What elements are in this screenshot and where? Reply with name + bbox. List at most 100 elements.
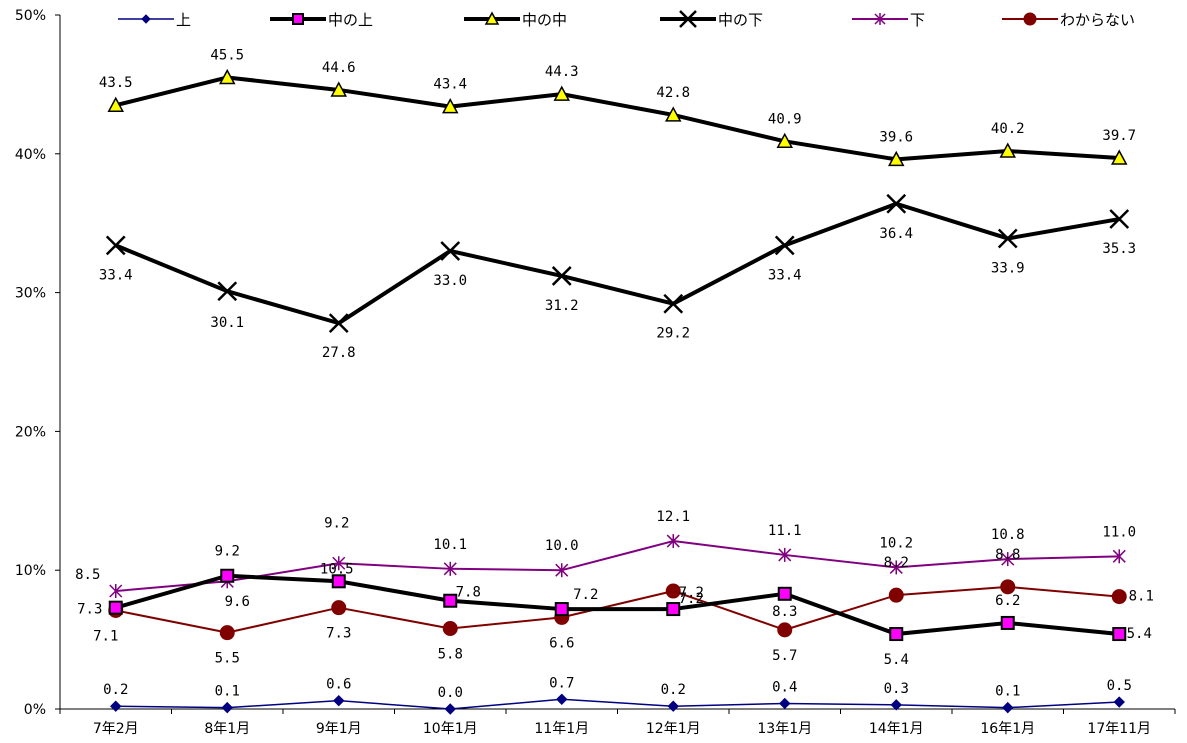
data-label: 0.7 — [549, 675, 574, 691]
marker-square — [331, 574, 346, 589]
legend-item: 中の下 — [660, 10, 763, 29]
marker-triangle — [107, 96, 125, 112]
legend-label: 上 — [176, 11, 191, 29]
marker-square — [666, 602, 681, 617]
marker-asterisk — [1112, 549, 1126, 564]
marker-square — [1112, 627, 1127, 642]
marker-asterisk — [332, 556, 346, 571]
data-label: 10.0 — [545, 538, 579, 554]
axes: 0% 10% 20% 30% 40% 50% 7年2月 8年1月 9年1月 10年1月 11年1月 1… — [15, 8, 1176, 737]
marker-circle — [777, 622, 793, 638]
data-label: 35.3 — [1102, 241, 1136, 257]
marker-asterisk — [874, 13, 886, 25]
data-label: 44.3 — [545, 64, 579, 80]
data-label: 43.5 — [99, 75, 133, 91]
marker-square — [220, 568, 235, 583]
marker-diamond — [779, 697, 791, 710]
marker-x-stroke — [997, 228, 1018, 249]
marker-circle — [1000, 579, 1016, 595]
data-label: 9.2 — [215, 543, 240, 559]
data-label: 31.2 — [545, 298, 579, 314]
data-label: 10.5 — [320, 561, 354, 577]
marker-x-stroke — [328, 313, 349, 334]
marker-x — [551, 266, 572, 286]
data-label: 10.1 — [433, 537, 467, 553]
marker-square — [777, 586, 792, 601]
marker-square — [108, 600, 123, 615]
data-label: 33.0 — [433, 273, 467, 289]
marker-asterisk — [109, 584, 123, 599]
marker-diamond — [333, 694, 345, 707]
data-label: 8.3 — [772, 604, 797, 620]
series-中の中 — [107, 68, 1128, 167]
marker-square — [554, 602, 569, 617]
data-label: 10.8 — [991, 527, 1025, 543]
marker-triangle — [776, 132, 794, 149]
series-line — [114, 201, 1120, 326]
data-label: 40.2 — [991, 121, 1025, 137]
marker-triangle — [330, 81, 348, 97]
series-layer — [105, 68, 1130, 715]
series-中の下 — [105, 193, 1130, 334]
marker-circle — [219, 625, 235, 641]
marker-x-stroke — [663, 293, 684, 314]
data-label: 5.4 — [884, 652, 909, 668]
legend-label: わからない — [1060, 11, 1135, 29]
marker-x — [886, 193, 907, 214]
y-tick-label: 40% — [15, 147, 46, 163]
data-label: 7.2 — [573, 587, 598, 603]
legend-item: わからない — [1002, 11, 1135, 29]
data-label: 8.5 — [75, 567, 100, 583]
y-tick-label: 20% — [15, 424, 46, 440]
marker-x-stroke — [440, 241, 461, 261]
series-line — [115, 540, 1120, 593]
data-label: 30.1 — [210, 315, 244, 331]
marker-x — [774, 235, 795, 256]
data-label: 0.0 — [438, 685, 463, 701]
data-label: 9.2 — [324, 515, 349, 531]
data-label: 0.1 — [995, 684, 1020, 700]
marker-x-stroke — [105, 235, 126, 256]
data-label: 33.4 — [768, 267, 802, 283]
data-label: 8.8 — [995, 547, 1020, 563]
data-label: 39.7 — [1102, 128, 1136, 144]
data-label: 29.2 — [656, 326, 690, 342]
series-中の上 — [108, 568, 1127, 642]
x-tick-label: 14年1月 — [869, 721, 924, 737]
marker-diamond — [141, 14, 151, 24]
data-label: 43.4 — [433, 77, 467, 93]
data-label: 7.2 — [679, 591, 704, 607]
x-tick-label: 7年2月 — [93, 721, 139, 737]
marker-circle — [1023, 12, 1037, 26]
y-tick-label: 30% — [15, 286, 46, 302]
data-label: 5.7 — [772, 648, 797, 664]
x-tick-label: 16年1月 — [980, 721, 1035, 737]
marker-x — [217, 281, 238, 302]
data-label: 39.6 — [879, 129, 913, 145]
data-labels-layer: 0.2 0.1 0.6 0.0 0.7 0.2 0.4 0.3 0.1 0.5 7.3 9.6 10.5… — [75, 47, 1154, 701]
legend-item: 下 — [852, 11, 925, 29]
marker-diamond — [444, 703, 456, 715]
marker-diamond — [667, 700, 679, 712]
marker-triangle — [484, 11, 500, 25]
marker-circle — [1111, 589, 1127, 605]
legend-item: 中の上 — [270, 11, 373, 29]
marker-x-stroke — [551, 266, 572, 286]
data-label: 36.4 — [879, 226, 913, 242]
marker-x-stroke — [1109, 209, 1130, 229]
data-label: 10.2 — [879, 535, 913, 551]
marker-asterisk — [889, 560, 903, 575]
x-tick-label: 10年1月 — [423, 721, 478, 737]
data-label: 45.5 — [210, 47, 244, 63]
legend-item: 中の中 — [464, 11, 567, 29]
series-下 — [109, 534, 1126, 599]
marker-triangle — [664, 106, 682, 122]
data-label: 33.4 — [99, 267, 133, 283]
marker-x — [997, 228, 1018, 249]
marker-triangle — [1110, 149, 1128, 165]
data-label: 7.1 — [93, 628, 118, 644]
data-label: 7.2 — [679, 585, 704, 601]
data-label: 0.2 — [103, 682, 128, 698]
marker-square — [292, 13, 304, 25]
